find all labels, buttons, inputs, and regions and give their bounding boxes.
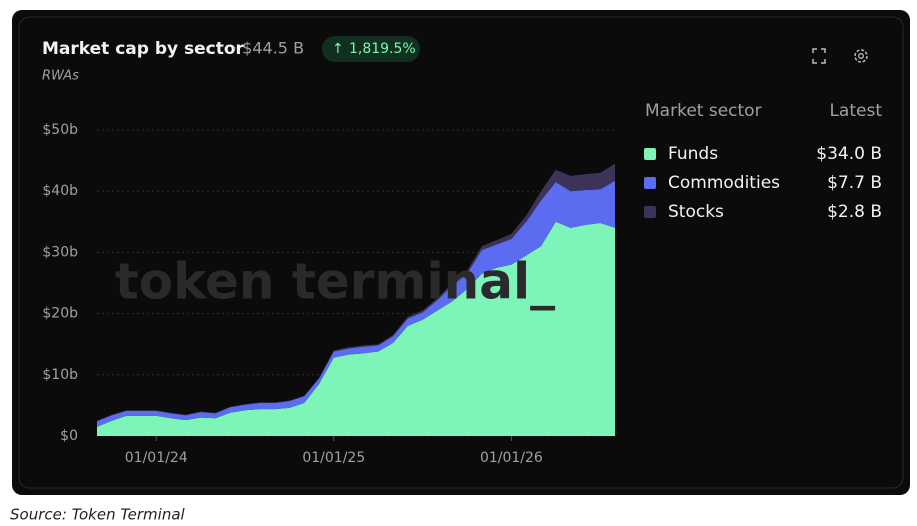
change: 1,819.5% (349, 41, 416, 57)
y-tick-label: $20b (42, 306, 78, 322)
up-arrow: ↑ (332, 41, 344, 57)
area (97, 180, 615, 427)
y-tick-label: $0 (60, 428, 78, 444)
x-tick-label: 01/01/24 (125, 450, 188, 466)
x-tick-label: 01/01/26 (480, 450, 543, 466)
legend-label: Funds (668, 144, 718, 164)
legend-label: Commodities (668, 173, 780, 193)
total: · $44.5 B (232, 39, 304, 58)
legend-header: Market sector (645, 101, 762, 121)
legend-swatch (644, 177, 656, 189)
change-badge (322, 36, 420, 62)
y-tick-label: $30b (42, 244, 78, 260)
legend-header: Latest (829, 101, 882, 121)
legend-value: $2.8 B (827, 202, 882, 222)
legend-label: Stocks (668, 202, 724, 222)
legend-value: $7.7 B (827, 173, 882, 193)
source: Source: Token Terminal (10, 506, 186, 524)
card (12, 10, 910, 495)
legend-swatch (644, 206, 656, 218)
y-tick-label: $50b (42, 122, 78, 138)
watermark: token terminal_ (115, 253, 555, 311)
legend-swatch (644, 148, 656, 160)
y-tick-label: $40b (42, 183, 78, 199)
settings-icon[interactable] (854, 49, 868, 63)
card-border (18, 16, 904, 489)
subtitle: RWAs (42, 69, 79, 84)
legend-value: $34.0 B (816, 144, 882, 164)
chart-title: Market cap by sector (42, 39, 245, 59)
y-tick-label: $10b (42, 367, 78, 383)
area (97, 221, 615, 436)
x-tick-label: 01/01/25 (302, 450, 365, 466)
expand-icon[interactable] (812, 48, 826, 64)
